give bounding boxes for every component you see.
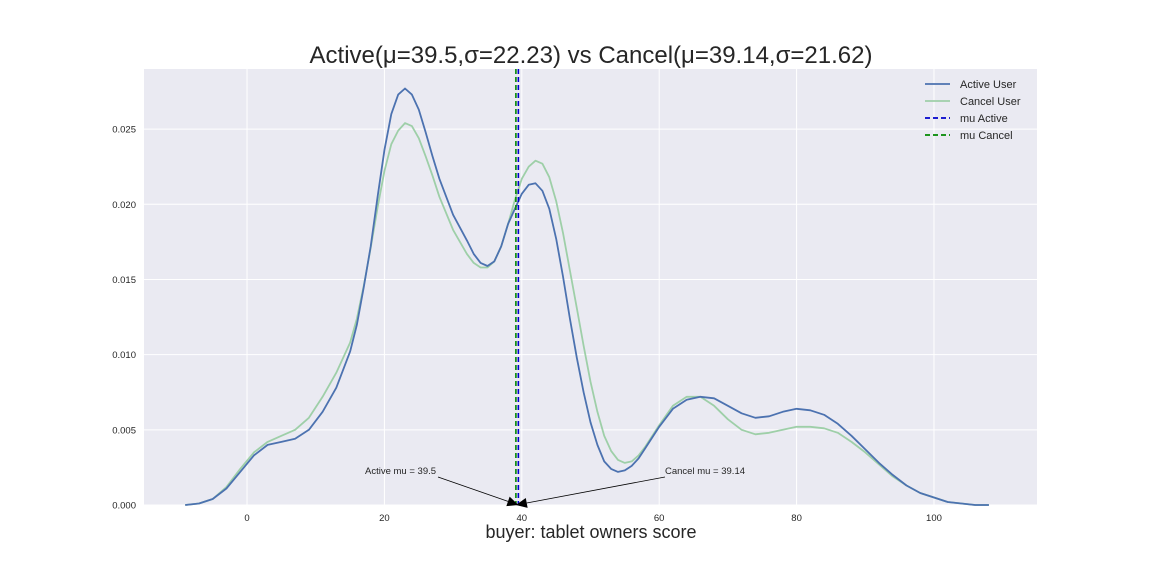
x-tick-label: 20	[379, 513, 390, 524]
x-tick-labels: 0 20 40 60 80 100	[244, 513, 942, 524]
y-tick-label: 0.015	[112, 275, 136, 286]
plot-area	[144, 69, 1037, 505]
x-tick-label: 0	[244, 513, 249, 524]
x-tick-label: 40	[517, 513, 528, 524]
x-tick-label: 60	[654, 513, 665, 524]
y-tick-label: 0.005	[112, 425, 136, 436]
annotation-arrow-head	[506, 496, 519, 507]
mu-lines	[515, 69, 520, 505]
legend-label: Active User	[960, 79, 1017, 91]
x-axis-label: buyer: tablet owners score	[485, 522, 696, 542]
annotations: Active mu = 39.5 Cancel mu = 39.14	[365, 466, 745, 508]
series-layer	[185, 87, 989, 506]
y-tick-labels: 0.000 0.005 0.010 0.015 0.020 0.025	[112, 125, 136, 512]
annotation-arrow-line	[437, 476, 509, 502]
x-tick-label: 100	[926, 513, 942, 524]
legend-label: mu Active	[960, 113, 1008, 125]
annotation-arrow-head	[515, 498, 528, 508]
annotation-arrow-line	[526, 476, 666, 504]
y-tick-label: 0.020	[112, 200, 136, 211]
x-tick-label: 80	[791, 513, 802, 524]
series-line-cancel-user	[185, 122, 989, 506]
annotation-label: Active mu = 39.5	[365, 466, 436, 477]
legend-label: mu Cancel	[960, 130, 1013, 142]
gridlines	[144, 69, 1037, 506]
series-line-active-user	[185, 87, 989, 506]
y-tick-label: 0.025	[112, 125, 136, 136]
y-tick-label: 0.000	[112, 501, 136, 512]
y-tick-label: 0.010	[112, 350, 136, 361]
legend-label: Cancel User	[960, 96, 1021, 108]
chart-title: Active(μ=39.5,σ=22.23) vs Cancel(μ=39.14…	[310, 42, 873, 69]
legend: Active User Cancel User mu Active mu Cancel	[925, 79, 1021, 142]
annotation-label: Cancel mu = 39.14	[665, 466, 745, 477]
